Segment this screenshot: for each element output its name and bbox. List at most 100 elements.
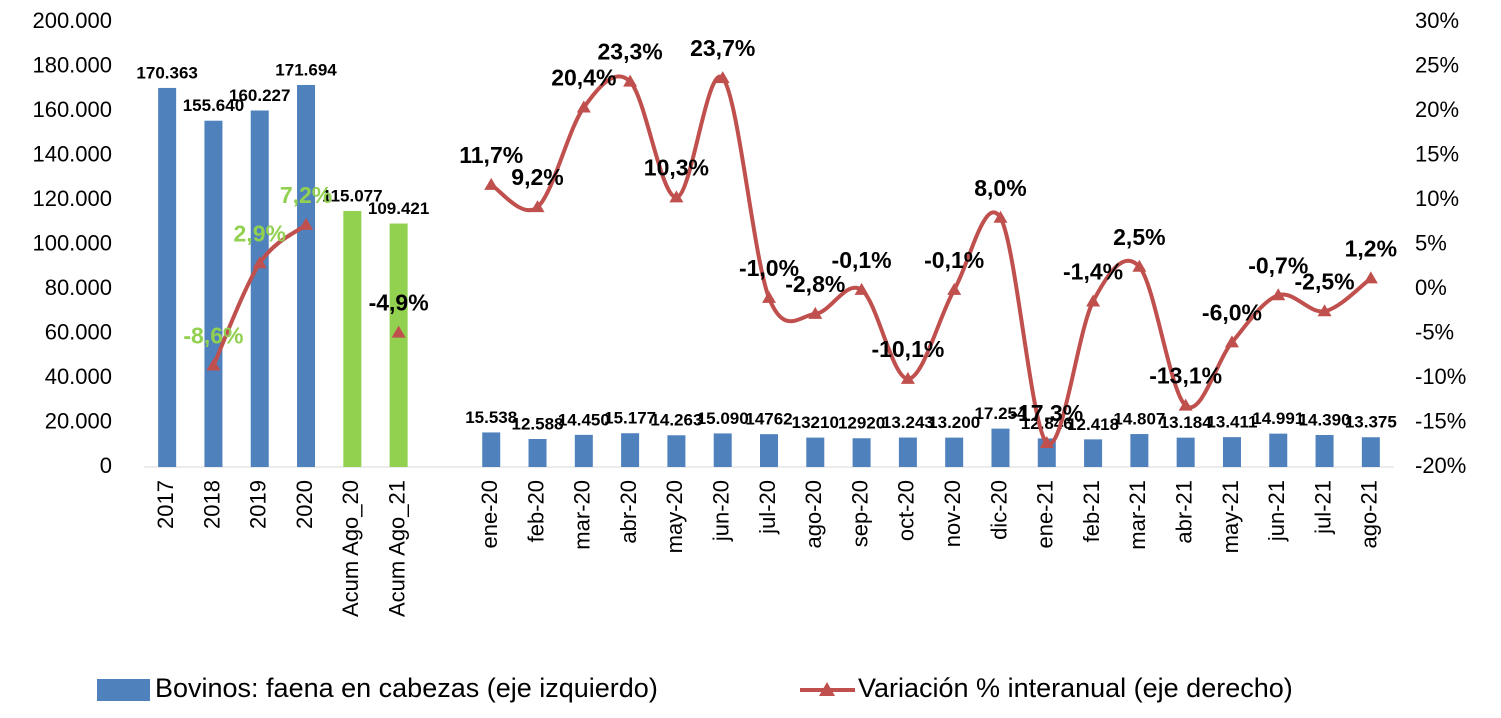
x-tick-label: nov-20 bbox=[940, 480, 965, 547]
marker bbox=[854, 282, 869, 295]
bar bbox=[574, 434, 593, 467]
bar-value-label: 171.694 bbox=[275, 60, 337, 79]
bar-value-label: 15.177 bbox=[604, 409, 656, 428]
x-tick-label: ago-20 bbox=[801, 480, 826, 549]
bar bbox=[945, 437, 964, 467]
bar bbox=[713, 433, 732, 467]
line-value-label: 7,2% bbox=[280, 182, 332, 208]
marker bbox=[1132, 259, 1147, 272]
y-tick-label: 80.000 bbox=[45, 275, 112, 300]
bar-value-label: 17.254 bbox=[974, 404, 1027, 423]
x-tick-label: Acum Ago_21 bbox=[384, 480, 409, 617]
x-tick-label: may-20 bbox=[662, 480, 687, 553]
line-value-label: -17,3% bbox=[1010, 400, 1083, 426]
x-tick-label: abr-20 bbox=[616, 480, 641, 544]
y2-tick-label: -10% bbox=[1415, 364, 1466, 389]
marker bbox=[206, 358, 221, 371]
bar bbox=[852, 438, 871, 467]
y-tick-label: 40.000 bbox=[45, 364, 112, 389]
marker bbox=[530, 200, 545, 213]
line-value-label: -2,8% bbox=[785, 271, 845, 297]
line-value-label: -10,1% bbox=[871, 336, 944, 362]
bar bbox=[250, 110, 269, 467]
marker bbox=[484, 177, 499, 190]
bar bbox=[1315, 434, 1334, 467]
bar bbox=[760, 434, 778, 467]
bar bbox=[806, 437, 825, 467]
y2-tick-label: 15% bbox=[1415, 141, 1459, 166]
y-tick-label: 140.000 bbox=[32, 141, 112, 166]
bar bbox=[1269, 433, 1288, 467]
x-tick-label: 2017 bbox=[153, 480, 178, 529]
line-value-label: -0,1% bbox=[924, 247, 984, 273]
marker bbox=[762, 290, 776, 303]
legend-swatch bbox=[97, 679, 150, 701]
bar-value-label: 12.588 bbox=[512, 414, 564, 433]
x-tick-label: mar-21 bbox=[1125, 480, 1150, 550]
line-value-label: 1,2% bbox=[1345, 235, 1397, 261]
bar bbox=[528, 438, 547, 467]
line-value-label: -0,1% bbox=[832, 247, 892, 273]
bar-value-label: 160.227 bbox=[229, 86, 290, 105]
bar-value-label: 13210 bbox=[792, 413, 839, 432]
marker bbox=[576, 100, 591, 113]
line-value-label: 11,7% bbox=[459, 142, 523, 168]
x-tick-label: oct-20 bbox=[894, 480, 919, 541]
y2-tick-label: 20% bbox=[1415, 97, 1459, 122]
y2-tick-label: 10% bbox=[1415, 186, 1459, 211]
x-tick-label: mar-20 bbox=[570, 480, 595, 550]
y2-tick-label: -15% bbox=[1415, 408, 1466, 433]
y-tick-label: 60.000 bbox=[45, 319, 112, 344]
bar-value-label: 14762 bbox=[745, 410, 792, 429]
y-tick-label: 120.000 bbox=[32, 186, 112, 211]
bar-value-label: 12920 bbox=[838, 414, 885, 433]
bar-value-label: 14.991 bbox=[1252, 409, 1304, 428]
bar-value-label: 13.411 bbox=[1206, 413, 1257, 432]
bar-value-label: 14.450 bbox=[558, 410, 610, 429]
y2-tick-label: 30% bbox=[1415, 8, 1459, 33]
bar-value-label: 14.807 bbox=[1113, 410, 1165, 429]
bar bbox=[1176, 437, 1195, 467]
marker bbox=[715, 71, 730, 84]
y2-tick-label: 5% bbox=[1415, 230, 1447, 255]
y-tick-label: 0 bbox=[100, 453, 112, 478]
bar-value-label: 15.090 bbox=[697, 409, 749, 428]
marker bbox=[1363, 271, 1378, 284]
bar-value-label: 14.263 bbox=[650, 411, 702, 430]
y-tick-label: 160.000 bbox=[32, 97, 112, 122]
line-value-label: -13,1% bbox=[1149, 363, 1222, 389]
marker bbox=[1271, 288, 1286, 301]
bar-value-label: 115.077 bbox=[322, 186, 383, 205]
x-tick-label: ene-21 bbox=[1033, 480, 1058, 549]
y2-tick-label: -20% bbox=[1415, 453, 1466, 478]
line-value-label: -6,0% bbox=[1202, 299, 1262, 325]
y2-tick-label: 0% bbox=[1415, 275, 1447, 300]
bar bbox=[667, 435, 686, 467]
legend-label: Bovinos: faena en cabezas (eje izquierdo… bbox=[155, 673, 658, 703]
bar-value-label: 155.640 bbox=[183, 96, 244, 115]
marker bbox=[669, 190, 684, 203]
line-value-label: 10,3% bbox=[644, 154, 709, 180]
bar-value-label: 13.375 bbox=[1345, 413, 1397, 432]
marker bbox=[808, 306, 823, 319]
marker bbox=[1039, 435, 1054, 448]
line-value-label: -8,6% bbox=[183, 323, 243, 349]
bar-value-label: 15.538 bbox=[465, 408, 517, 427]
bar-value-label: 13.243 bbox=[882, 413, 934, 432]
legend-label: Variación % interanual (eje derecho) bbox=[858, 673, 1293, 703]
marker bbox=[623, 74, 638, 87]
line-value-label: -1,4% bbox=[1063, 259, 1123, 285]
marker bbox=[1178, 398, 1193, 411]
x-tick-label: feb-20 bbox=[523, 480, 548, 542]
x-tick-label: abr-21 bbox=[1171, 480, 1196, 544]
bar-value-label: 13.200 bbox=[928, 413, 980, 432]
marker bbox=[1086, 294, 1101, 307]
x-tick-label: feb-21 bbox=[1079, 480, 1104, 542]
line-value-label: -1,0% bbox=[739, 255, 799, 281]
marker bbox=[900, 371, 915, 384]
line-value-label: 23,3% bbox=[598, 39, 663, 65]
bar-value-label: 170.363 bbox=[136, 63, 197, 82]
x-tick-label: 2018 bbox=[199, 480, 224, 529]
marker bbox=[252, 256, 267, 269]
